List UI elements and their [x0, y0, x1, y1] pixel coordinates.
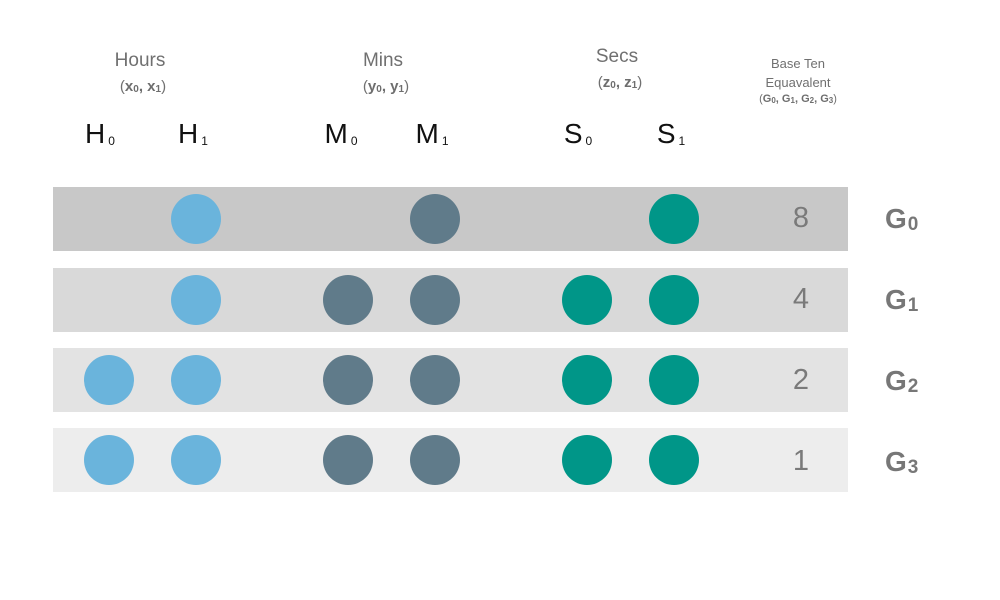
bit-dot-h1-g0 — [171, 194, 221, 244]
bit-dot-m1-g1 — [410, 275, 460, 325]
bit-dot-s1-g3 — [649, 435, 699, 485]
bit-dot-m1-g2 — [410, 355, 460, 405]
bit-dot-m1-g3 — [410, 435, 460, 485]
row-label-g0: G0 — [885, 203, 919, 235]
base-ten-vars: (G0, G1, G2, G3) — [759, 93, 837, 105]
bit-dot-s0-g3 — [562, 435, 612, 485]
row-value-g2: 2 — [792, 364, 810, 396]
mins-title: Mins — [362, 50, 404, 71]
row-value-g0: 8 — [792, 202, 810, 234]
bit-dot-s1-g2 — [649, 355, 699, 405]
row-label-g3: G3 — [885, 446, 919, 478]
row-label-g2: G2 — [885, 365, 919, 397]
bit-dot-s1-g1 — [649, 275, 699, 325]
bit-dot-m0-g1 — [323, 275, 373, 325]
bit-dot-s1-g0 — [649, 194, 699, 244]
secs-title: Secs — [595, 46, 639, 67]
bit-dot-m1-g0 — [410, 194, 460, 244]
bit-dot-m0-g2 — [323, 355, 373, 405]
row-label-g1: G1 — [885, 284, 919, 316]
bit-dot-m0-g3 — [323, 435, 373, 485]
hours-vars: (x0, x1) — [119, 78, 167, 95]
hours-title: Hours — [114, 50, 166, 71]
bit-dot-h1-g3 — [171, 435, 221, 485]
bit-dot-s0-g1 — [562, 275, 612, 325]
mins-vars: (y0, y1) — [362, 78, 410, 95]
secs-vars: (z0, z1) — [597, 74, 643, 91]
bit-dot-h1-g2 — [171, 355, 221, 405]
bit-dot-h1-g1 — [171, 275, 221, 325]
row-value-g1: 4 — [792, 283, 810, 315]
bit-dot-h0-g2 — [84, 355, 134, 405]
base-ten-title: Base Ten Equavalent — [765, 56, 831, 90]
bit-dot-h0-g3 — [84, 435, 134, 485]
row-value-g3: 1 — [792, 445, 810, 477]
bit-dot-s0-g2 — [562, 355, 612, 405]
